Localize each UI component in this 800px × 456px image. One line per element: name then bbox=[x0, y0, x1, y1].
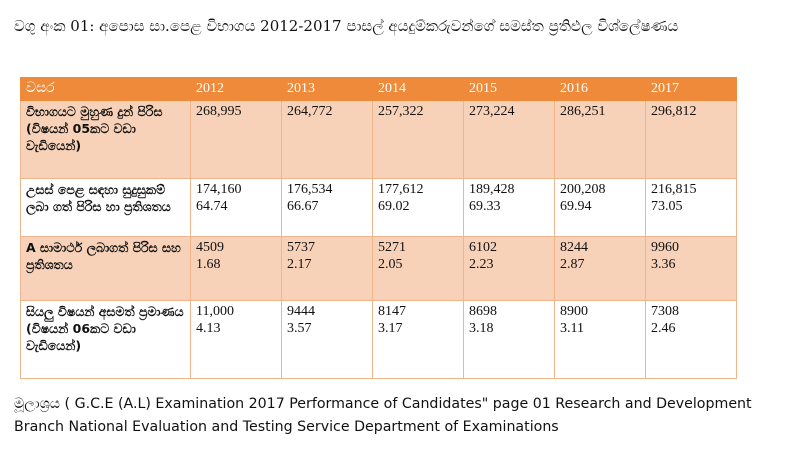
table-cell: 8698 3.18 bbox=[463, 300, 555, 379]
cell-percent: 1.68 bbox=[196, 257, 221, 272]
table-row: සියලු විෂයන් අසමත් ප්‍රමාණය (විෂයන් 06කට… bbox=[20, 300, 737, 379]
table-cell: 9960 3.36 bbox=[645, 236, 737, 301]
cell-count: 286,251 bbox=[560, 104, 606, 119]
cell-count: 268,995 bbox=[196, 104, 242, 119]
cell-count: 5271 bbox=[378, 240, 406, 255]
cell-count: 9444 bbox=[287, 304, 315, 319]
table-cell: 286,251 bbox=[554, 100, 646, 179]
table-cell: 7308 2.46 bbox=[645, 300, 737, 379]
cell-count: 296,812 bbox=[651, 104, 697, 119]
cell-count: 6102 bbox=[469, 240, 497, 255]
cell-percent: 69.94 bbox=[560, 199, 592, 214]
cell-percent: 3.11 bbox=[560, 321, 584, 336]
cell-count: 174,160 bbox=[196, 182, 242, 197]
header-year-label: වසර bbox=[20, 77, 191, 101]
header-year-2012: 2012 bbox=[190, 77, 282, 101]
table-cell: 8244 2.87 bbox=[554, 236, 646, 301]
cell-percent: 2.87 bbox=[560, 257, 585, 272]
cell-count: 8244 bbox=[560, 240, 588, 255]
table-cell: 189,428 69.33 bbox=[463, 178, 555, 237]
cell-count: 9960 bbox=[651, 240, 679, 255]
table-cell: 296,812 bbox=[645, 100, 737, 179]
cell-count: 7308 bbox=[651, 304, 679, 319]
cell-count: 200,208 bbox=[560, 182, 606, 197]
table-cell: 264,772 bbox=[281, 100, 373, 179]
cell-percent: 3.17 bbox=[378, 321, 403, 336]
cell-count: 11,000 bbox=[196, 304, 234, 319]
table-cell: 6102 2.23 bbox=[463, 236, 555, 301]
cell-count: 189,428 bbox=[469, 182, 515, 197]
table-cell: 177,612 69.02 bbox=[372, 178, 464, 237]
cell-count: 264,772 bbox=[287, 104, 333, 119]
table-cell: 9444 3.57 bbox=[281, 300, 373, 379]
cell-count: 257,322 bbox=[378, 104, 424, 119]
cell-count: 8900 bbox=[560, 304, 588, 319]
table-cell: 268,995 bbox=[190, 100, 282, 179]
table-row: විභාගයට මුහුණ දුන් පිරිස (විෂයන් 05කට වඩ… bbox=[20, 100, 737, 179]
table-row: A සාමාර්ථ ලබාගත් පිරිස සහ ප්‍රතිශතය 4509… bbox=[20, 236, 737, 301]
cell-count: 8147 bbox=[378, 304, 406, 319]
table-cell: 8900 3.11 bbox=[554, 300, 646, 379]
row-label-candidates: විභාගයට මුහුණ දුන් පිරිස (විෂයන් 05කට වඩ… bbox=[20, 100, 191, 179]
header-year-2014: 2014 bbox=[372, 77, 464, 101]
cell-count: 8698 bbox=[469, 304, 497, 319]
table-cell: 200,208 69.94 bbox=[554, 178, 646, 237]
row-label-failed-all: සියලු විෂයන් අසමත් ප්‍රමාණය (විෂයන් 06කට… bbox=[20, 300, 191, 379]
source-citation: මූලාශ්‍රය ( G.C.E (A.L) Examination 2017… bbox=[14, 396, 752, 435]
cell-percent: 73.05 bbox=[651, 199, 683, 214]
results-table: වසර 2012 2013 2014 2015 2016 2017 විභාගය… bbox=[20, 77, 737, 379]
header-year-2016: 2016 bbox=[554, 77, 646, 101]
cell-percent: 66.67 bbox=[287, 199, 319, 214]
table-cell: 5737 2.17 bbox=[281, 236, 373, 301]
cell-percent: 2.23 bbox=[469, 257, 494, 272]
table-cell: 4509 1.68 bbox=[190, 236, 282, 301]
table-cell: 11,000 4.13 bbox=[190, 300, 282, 379]
table-cell: 8147 3.17 bbox=[372, 300, 464, 379]
table-cell: 174,160 64.74 bbox=[190, 178, 282, 237]
cell-percent: 3.36 bbox=[651, 257, 676, 272]
table-header-row: වසර 2012 2013 2014 2015 2016 2017 bbox=[20, 77, 737, 101]
table-cell: 273,224 bbox=[463, 100, 555, 179]
cell-percent: 69.33 bbox=[469, 199, 501, 214]
cell-percent: 3.18 bbox=[469, 321, 494, 336]
row-label-a-passes: A සාමාර්ථ ලබාගත් පිරිස සහ ප්‍රතිශතය bbox=[20, 236, 191, 301]
cell-count: 177,612 bbox=[378, 182, 424, 197]
cell-percent: 69.02 bbox=[378, 199, 410, 214]
cell-percent: 2.46 bbox=[651, 321, 676, 336]
cell-percent: 2.17 bbox=[287, 257, 312, 272]
table-caption: වගු අංක 01: අපොස සා.පෙළ විභාගය 2012-2017… bbox=[14, 17, 679, 35]
table-cell: 216,815 73.05 bbox=[645, 178, 737, 237]
table-cell: 5271 2.05 bbox=[372, 236, 464, 301]
cell-count: 216,815 bbox=[651, 182, 697, 197]
cell-count: 273,224 bbox=[469, 104, 515, 119]
cell-count: 176,534 bbox=[287, 182, 333, 197]
cell-count: 5737 bbox=[287, 240, 315, 255]
table-row: උසස් පෙළ සඳහා සුදුසුකම් ලබා ගත් පිරිස හා… bbox=[20, 178, 737, 237]
cell-percent: 4.13 bbox=[196, 321, 221, 336]
header-year-2015: 2015 bbox=[463, 77, 555, 101]
header-year-2017: 2017 bbox=[645, 77, 737, 101]
cell-count: 4509 bbox=[196, 240, 224, 255]
cell-percent: 2.05 bbox=[378, 257, 403, 272]
table-cell: 257,322 bbox=[372, 100, 464, 179]
table-cell: 176,534 66.67 bbox=[281, 178, 373, 237]
cell-percent: 64.74 bbox=[196, 199, 228, 214]
cell-percent: 3.57 bbox=[287, 321, 312, 336]
row-label-qualified: උසස් පෙළ සඳහා සුදුසුකම් ලබා ගත් පිරිස හා… bbox=[20, 178, 191, 237]
header-year-2013: 2013 bbox=[281, 77, 373, 101]
